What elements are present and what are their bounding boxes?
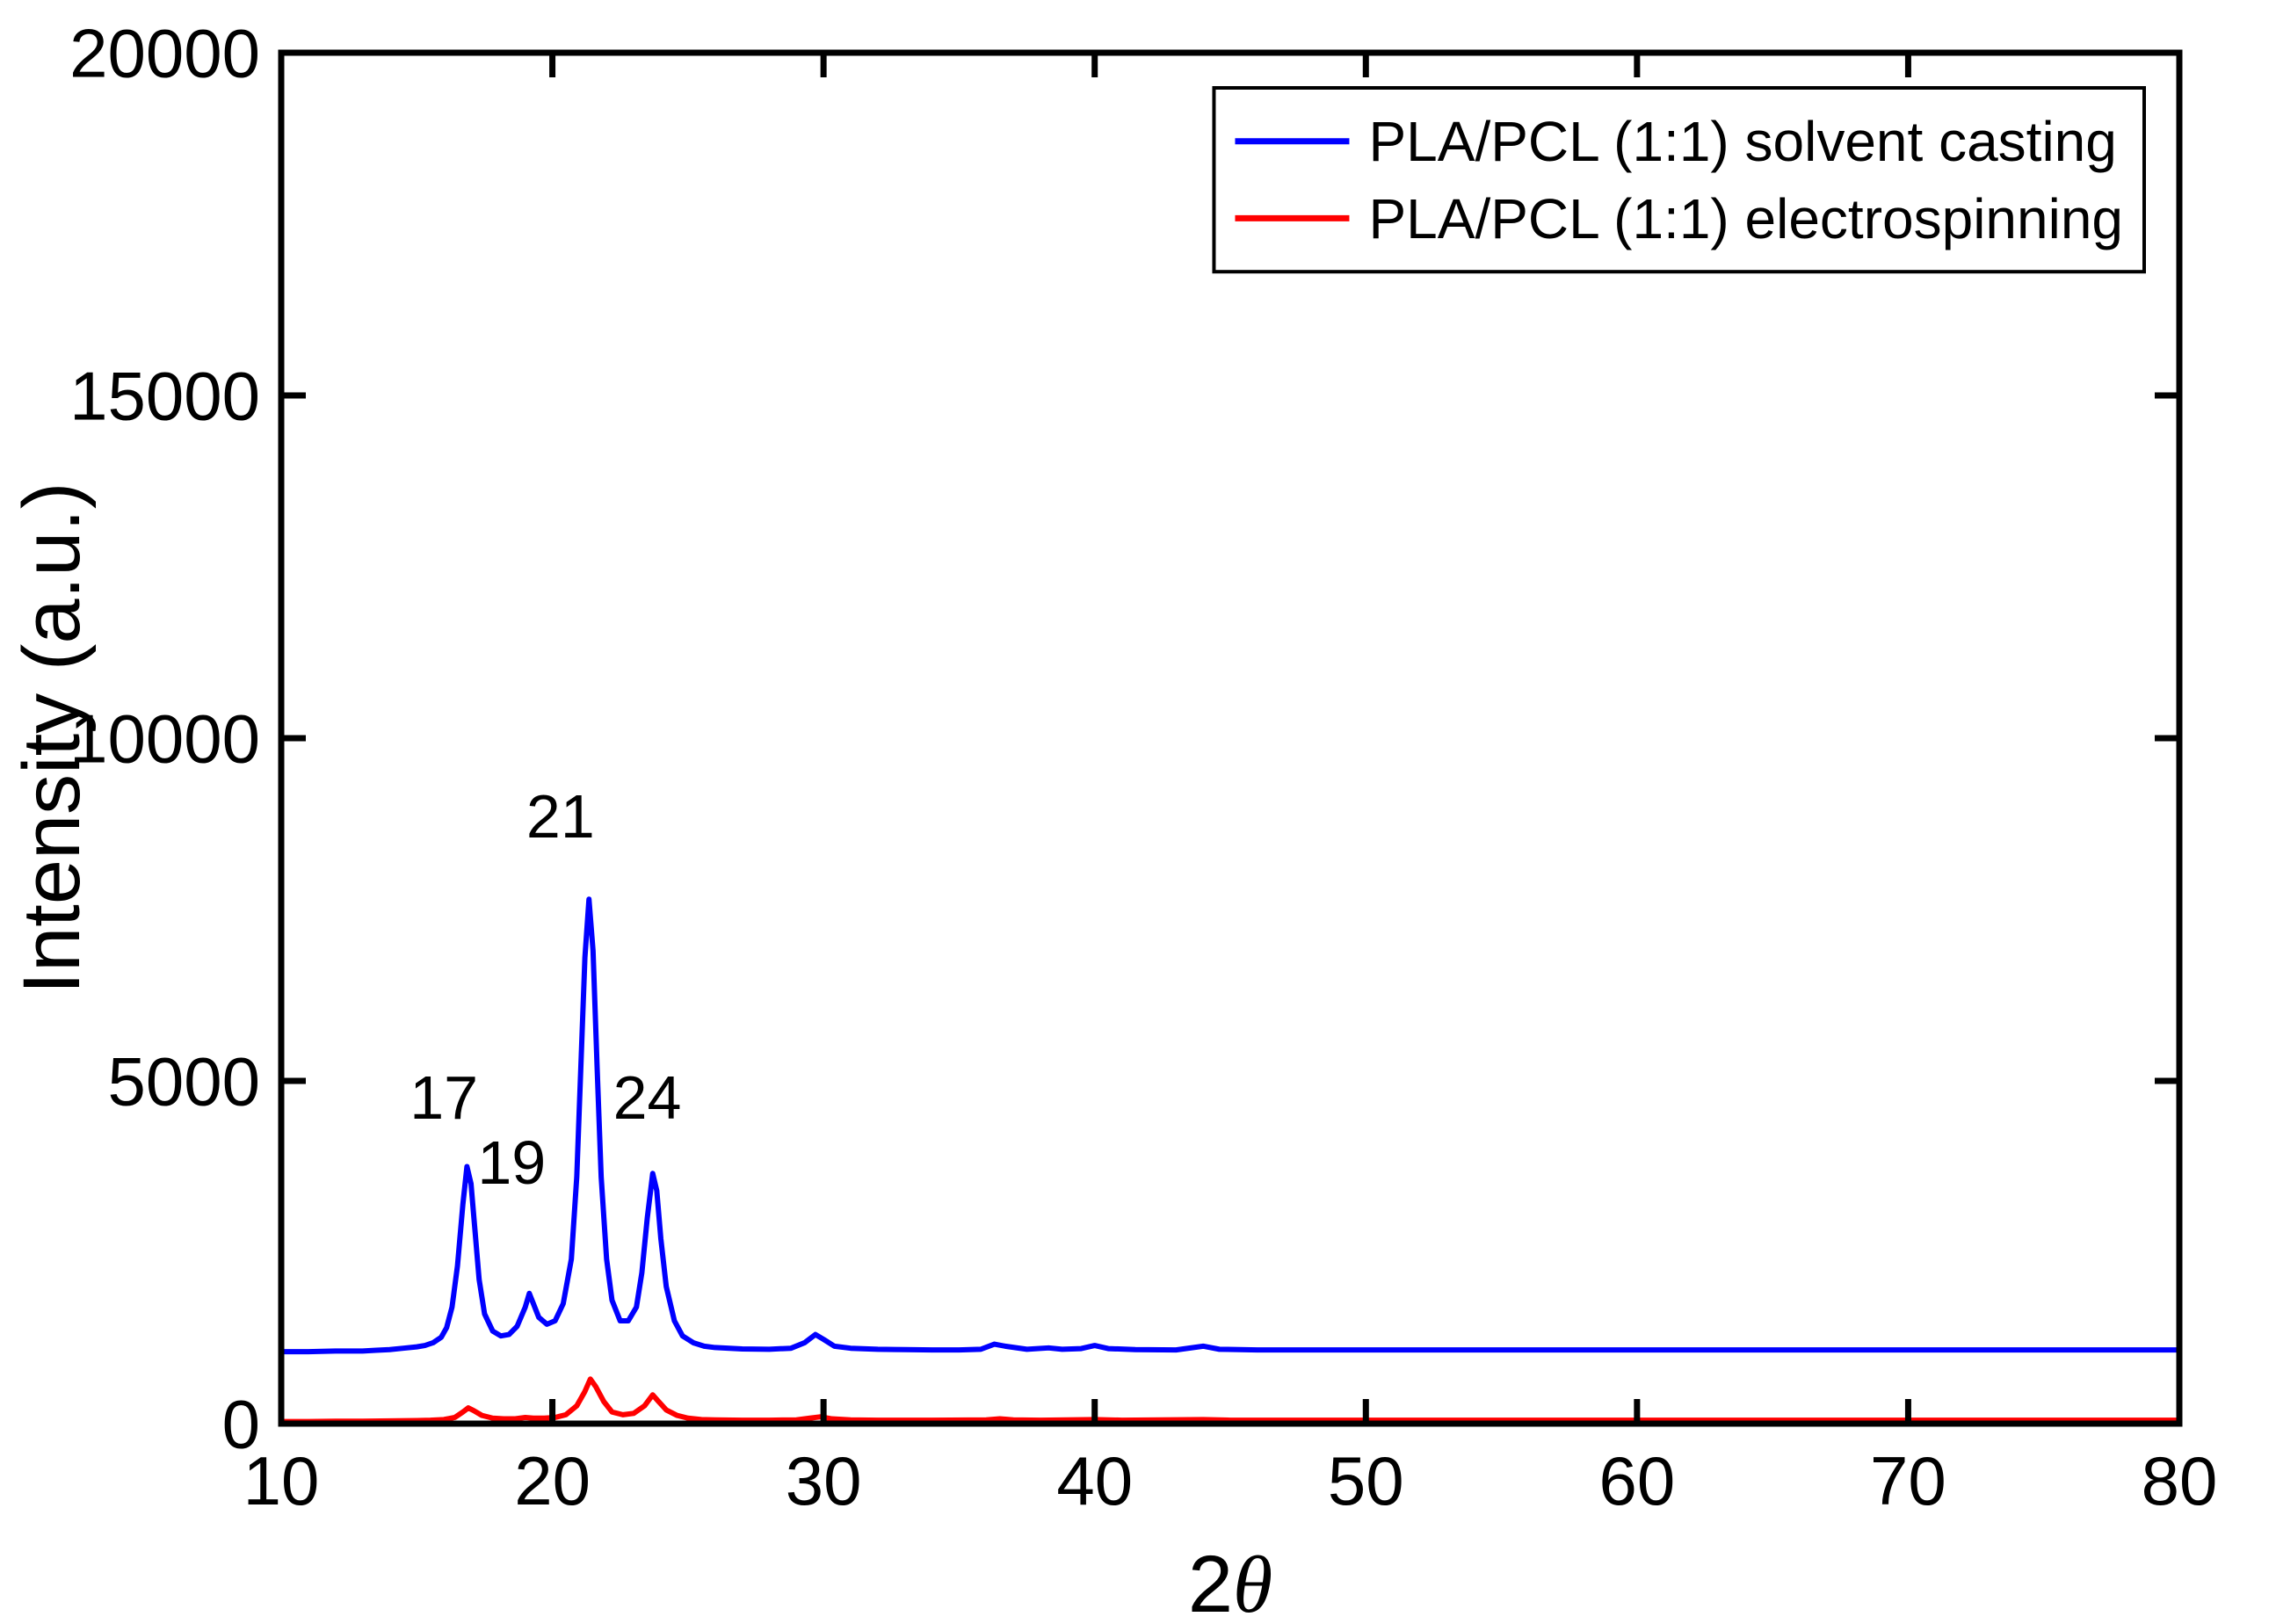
x-tick-label: 30 (786, 1442, 862, 1519)
x-tick-label: 20 (514, 1442, 591, 1519)
y-axis-label: Intensity (a.u.) (7, 482, 97, 995)
legend-label-1: PLA/PCL (1:1) electrospinning (1368, 187, 2123, 250)
peak-annotation-17: 17 (410, 1063, 478, 1132)
x-tick-label: 40 (1056, 1442, 1133, 1519)
y-tick-label: 20000 (69, 14, 260, 91)
y-tick-label: 0 (222, 1385, 260, 1462)
x-tick-label: 50 (1328, 1442, 1404, 1519)
x-tick-label: 60 (1598, 1442, 1675, 1519)
x-tick-label: 70 (1870, 1442, 1946, 1519)
peak-annotation-19: 19 (477, 1128, 546, 1197)
y-tick-label: 5000 (107, 1042, 260, 1120)
xrd-chart: 1020304050607080050001000015000200002θIn… (0, 0, 2276, 1624)
x-axis-label: 2θ (1188, 1540, 1272, 1624)
peak-annotation-21: 21 (526, 782, 595, 851)
x-tick-label: 80 (2142, 1442, 2218, 1519)
legend-label-0: PLA/PCL (1:1) solvent casting (1368, 110, 2116, 173)
y-tick-label: 10000 (69, 700, 260, 777)
peak-annotation-24: 24 (613, 1063, 682, 1132)
y-tick-label: 15000 (69, 357, 260, 434)
